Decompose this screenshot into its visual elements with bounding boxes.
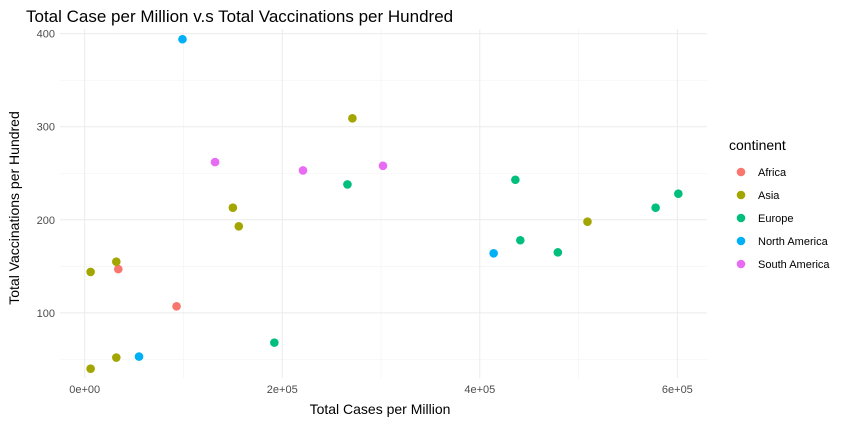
data-point-asia [348,114,357,123]
data-point-north-america [134,352,144,361]
legend-key-asia [736,190,746,200]
legend-label-europe: Europe [758,213,793,225]
legend-label-north-america: North America [758,236,829,248]
data-point-asia [234,222,244,231]
data-point-asia [228,203,238,212]
legend-items: Africa Asia Europe North America South Ameri… [736,167,830,271]
data-point-south-america [378,161,388,171]
data-point-europe [511,175,520,185]
y-tick-label: 400 [37,29,55,41]
legend-key-africa [736,167,746,177]
legend-key-south-america [736,259,746,269]
data-point-africa [113,264,123,274]
axis-ticks: 0e+00 2e+05 4e+05 6e+05 100 200 300 400 [37,29,693,396]
chart-title: Total Case per Million v.s Total Vaccina… [26,7,453,26]
data-point-asia [112,257,121,266]
data-point-asia [86,364,95,373]
x-tick-label: 4e+05 [464,384,495,396]
data-point-north-america [489,248,498,258]
y-tick-label: 100 [37,308,55,320]
data-point-europe [553,248,563,257]
data-point-asia [86,267,95,277]
legend-label-asia: Asia [758,190,780,202]
data-point-europe [343,180,352,189]
data-point-europe [651,203,660,212]
data-point-europe [674,189,683,199]
x-tick-label: 6e+05 [662,384,693,396]
data-point-asia [112,353,121,362]
legend-title: continent [729,137,786,153]
data-point-north-america [178,34,187,44]
data-point-europe [270,338,279,347]
legend-key-europe [736,213,746,223]
x-axis-title: Total Cases per Million [310,401,451,417]
legend-label-africa: Africa [758,167,787,179]
legend-key-north-america [736,236,746,246]
data-points [86,34,683,373]
data-point-south-america [298,166,308,175]
legend: continent Africa Asia Europe North America S… [729,137,830,271]
y-tick-label: 300 [37,122,55,134]
legend-label-south-america: South America [758,259,830,271]
grid [60,29,707,378]
data-point-europe [516,235,525,245]
y-tick-label: 200 [37,215,55,227]
data-point-africa [172,302,181,311]
data-point-asia [583,217,592,226]
y-axis-title: Total Vaccinations per Hundred [6,111,22,305]
x-tick-label: 2e+05 [267,384,298,396]
data-point-south-america [210,157,220,167]
x-tick-label: 0e+00 [69,384,100,396]
